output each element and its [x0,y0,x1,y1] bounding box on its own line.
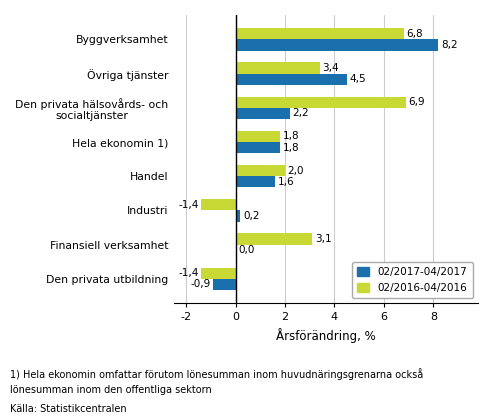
Text: 1) Hela ekonomin omfattar förutom lönesumman inom huvudnäringsgrenarna också: 1) Hela ekonomin omfattar förutom lönesu… [10,368,423,380]
Text: 2,0: 2,0 [287,166,304,176]
Text: 2,2: 2,2 [292,109,309,119]
Bar [236,74,347,85]
Bar [236,62,319,74]
Bar [201,199,236,210]
Bar [236,165,285,176]
Bar [236,210,241,222]
Bar [213,279,236,290]
Bar [236,108,290,119]
Text: 1,8: 1,8 [282,143,299,153]
Text: -0,9: -0,9 [190,280,211,290]
Text: 8,2: 8,2 [441,40,458,50]
Text: 3,1: 3,1 [315,234,331,244]
Bar [236,233,312,245]
X-axis label: Årsförändring, %: Årsförändring, % [276,328,376,343]
Text: 0,0: 0,0 [238,245,254,255]
Legend: 02/2017-04/2017, 02/2016-04/2016: 02/2017-04/2017, 02/2016-04/2016 [352,262,473,298]
Text: Källa: Statistikcentralen: Källa: Statistikcentralen [10,404,127,414]
Bar [236,176,275,188]
Bar [236,28,404,40]
Text: 1,6: 1,6 [278,177,294,187]
Bar [236,97,406,108]
Text: 1,8: 1,8 [282,131,299,141]
Text: 6,9: 6,9 [409,97,425,107]
Bar [236,40,438,51]
Bar [236,131,280,142]
Text: -1,4: -1,4 [178,200,198,210]
Bar [201,267,236,279]
Bar [236,142,280,153]
Text: 0,2: 0,2 [243,211,259,221]
Text: lönesumman inom den offentliga sektorn: lönesumman inom den offentliga sektorn [10,385,211,395]
Text: 6,8: 6,8 [406,29,423,39]
Text: 4,5: 4,5 [350,74,366,84]
Text: 3,4: 3,4 [322,63,339,73]
Text: -1,4: -1,4 [178,268,198,278]
